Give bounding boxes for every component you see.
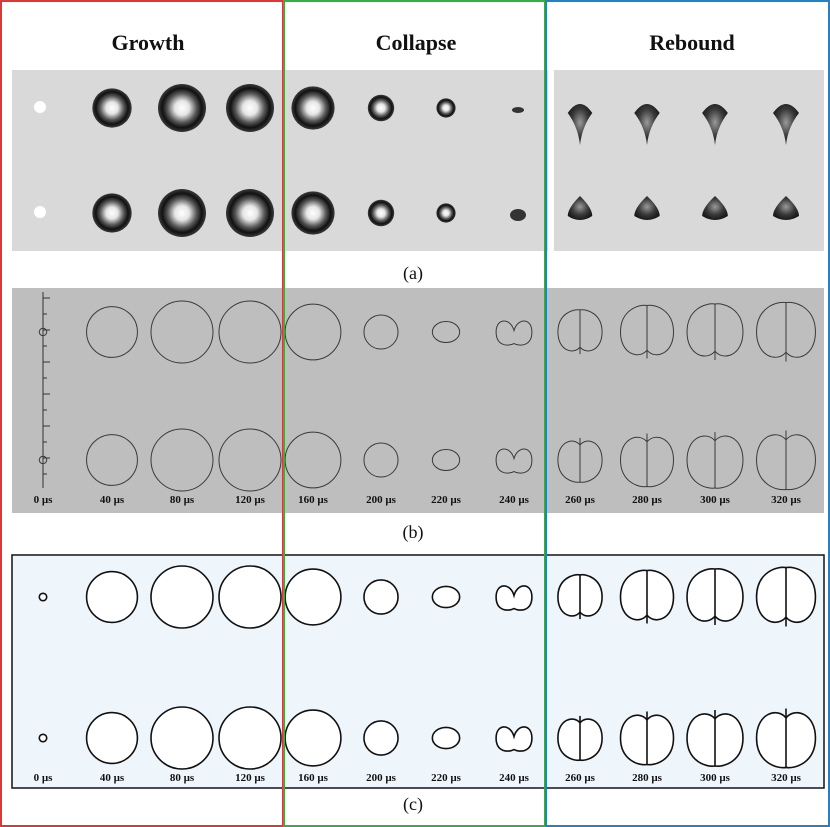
bubble-outline [284, 709, 342, 767]
rebound-phase-frame [545, 0, 830, 827]
bubble-outline [363, 720, 399, 756]
time-label-b: 120 µs [235, 494, 266, 506]
time-label-c: 300 µs [700, 772, 731, 784]
panel-c-border [11, 554, 825, 789]
bubble-outline [218, 706, 282, 770]
photo-bubble [291, 191, 335, 235]
photo-bubble [510, 209, 526, 221]
bubble-outline [431, 448, 461, 472]
panel-b-vertical-axis [42, 292, 50, 488]
photo-bubble [702, 196, 728, 220]
time-label-b: 80 µs [170, 494, 195, 506]
bubble-outline [284, 303, 342, 361]
bubble-outline [38, 592, 48, 602]
bubble-outline [38, 733, 48, 743]
panel-b-growth-collapse-bg [12, 288, 548, 513]
time-label-b: 260 µs [565, 494, 596, 506]
bubble-outline [495, 726, 533, 752]
panel-a-rebound-bg [554, 70, 824, 251]
bubble-outline [431, 585, 461, 609]
time-label-b: 320 µs [771, 494, 802, 506]
photo-bubble [92, 193, 132, 233]
time-label-c: 160 µs [298, 772, 329, 784]
photo-bubble [92, 88, 132, 128]
bubble-outline [218, 428, 282, 492]
bubble-outline [284, 568, 342, 626]
bubble-outline [431, 726, 461, 750]
photo-bubble [34, 101, 46, 113]
panel-a-growth-collapse-bg [12, 70, 548, 251]
time-label-b: 0 µs [34, 494, 54, 506]
time-label-b: 220 µs [431, 494, 462, 506]
bubble-outline [495, 320, 533, 346]
photo-bubble [436, 203, 456, 223]
panel-b-simulation-outlines: 0 µs 40 µs 80 µs 120 µs 160 µs 200 µs 220 µs 24… [12, 288, 824, 513]
time-label-b: 240 µs [499, 494, 530, 506]
photo-bubble [158, 189, 206, 237]
panel-label-c: (c) [403, 794, 423, 815]
time-label-b: 280 µs [632, 494, 663, 506]
bubble-outline [86, 306, 138, 358]
bubble-outline [150, 706, 214, 770]
photo-bubble [567, 196, 593, 220]
photo-bubble [226, 189, 274, 237]
bubble-outline [495, 585, 533, 611]
photo-bubble [773, 196, 799, 220]
phase-title-growth: Growth [112, 30, 185, 55]
bubble-outline [38, 455, 48, 465]
phase-title-rebound: Rebound [649, 30, 735, 55]
time-label-b: 300 µs [700, 494, 731, 506]
photo-bubble [291, 86, 335, 130]
time-label-c: 120 µs [235, 772, 266, 784]
phase-title-collapse: Collapse [376, 30, 457, 55]
bubble-outline [363, 314, 399, 350]
bubble-outline [86, 434, 138, 486]
photo-bubble [634, 196, 660, 220]
photo-bubble [702, 104, 728, 145]
bubble-outline [284, 431, 342, 489]
photo-bubble [34, 206, 46, 218]
photo-bubble [226, 84, 274, 132]
time-label-c: 320 µs [771, 772, 802, 784]
photo-bubble [367, 199, 395, 227]
time-label-c: 220 µs [431, 772, 462, 784]
time-label-c: 40 µs [100, 772, 125, 784]
bubble-outline [218, 565, 282, 629]
bubble-outline [431, 320, 461, 344]
panel-label-b: (b) [403, 522, 424, 543]
photo-bubble [634, 104, 660, 145]
bubble-outline [38, 327, 48, 337]
panel-b-rebound-bg [548, 288, 824, 513]
bubble-outline [150, 300, 214, 364]
time-label-b: 200 µs [366, 494, 397, 506]
time-label-c: 240 µs [499, 772, 530, 784]
time-label-c: 280 µs [632, 772, 663, 784]
bubble-outline [363, 579, 399, 615]
time-label-c: 200 µs [366, 772, 397, 784]
panel-label-a: (a) [403, 263, 423, 284]
bubble-outline [218, 300, 282, 364]
photo-bubble [158, 84, 206, 132]
bubble-outline [85, 711, 139, 765]
time-label-c: 260 µs [565, 772, 596, 784]
photo-bubble [567, 104, 593, 145]
time-label-b: 40 µs [100, 494, 125, 506]
panel-c-simulation-shapes: 0 µs 40 µs 80 µs 120 µs 160 µs 200 µs 220 µs 24… [11, 554, 825, 789]
time-label-c: 0 µs [34, 772, 54, 784]
photo-bubble [436, 98, 456, 118]
time-label-b: 160 µs [298, 494, 329, 506]
panel-a-photographs [12, 70, 824, 251]
time-label-c: 80 µs [170, 772, 195, 784]
bubble-outline [150, 428, 214, 492]
bubble-outline [686, 435, 744, 489]
photo-bubble [773, 104, 799, 145]
bubble-outline [363, 442, 399, 478]
bubble-outline [85, 570, 139, 624]
photo-bubble [367, 94, 395, 122]
photo-bubble [512, 107, 524, 113]
bubble-outline [150, 565, 214, 629]
bubble-outline [495, 448, 533, 474]
